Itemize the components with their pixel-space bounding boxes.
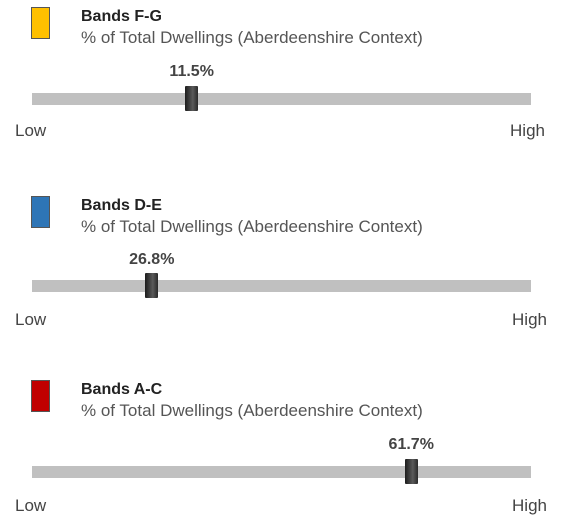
- value-marker: [145, 273, 159, 298]
- band-title: Bands D-E: [81, 197, 162, 214]
- value-marker: [185, 86, 199, 111]
- value-label: 26.8%: [129, 251, 175, 268]
- scale-high-label: High: [512, 310, 547, 329]
- scale-low-label: Low: [15, 496, 47, 515]
- value-label: 61.7%: [388, 436, 434, 453]
- scale-track: [32, 93, 531, 105]
- scale-high-label: High: [512, 496, 547, 515]
- value-label: 11.5%: [169, 63, 214, 80]
- scale-low-label: Low: [15, 310, 47, 329]
- band-subtitle: % of Total Dwellings (Aberdeenshire Cont…: [81, 217, 423, 236]
- legend-swatch: [31, 7, 50, 39]
- scale-low-label: Low: [15, 121, 47, 140]
- scale-track: [32, 466, 531, 478]
- scale-high-label: High: [510, 121, 545, 140]
- indicator-bands-f-g: Bands F-G % of Total Dwellings (Aberdeen…: [0, 7, 562, 147]
- band-subtitle: % of Total Dwellings (Aberdeenshire Cont…: [81, 401, 423, 420]
- scale-track: [32, 280, 531, 292]
- legend-swatch: [31, 380, 50, 412]
- indicator-bands-a-c: Bands A-C % of Total Dwellings (Aberdeen…: [0, 380, 562, 520]
- band-title: Bands F-G: [81, 8, 162, 25]
- value-marker: [404, 459, 418, 484]
- band-title: Bands A-C: [81, 381, 163, 398]
- band-subtitle: % of Total Dwellings (Aberdeenshire Cont…: [81, 28, 423, 47]
- legend-swatch: [31, 196, 50, 228]
- indicator-bands-d-e: Bands D-E % of Total Dwellings (Aberdeen…: [0, 196, 562, 336]
